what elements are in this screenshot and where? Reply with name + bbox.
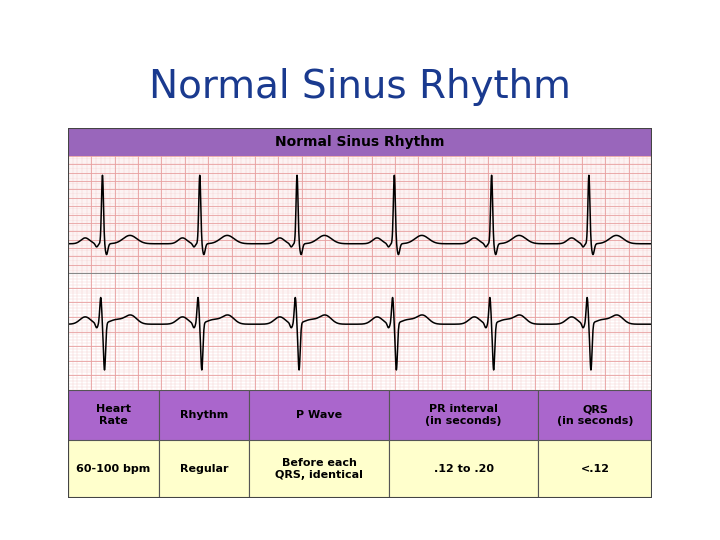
Text: PR interval
(in seconds): PR interval (in seconds)	[426, 404, 502, 426]
Text: Normal Sinus Rhythm: Normal Sinus Rhythm	[149, 68, 571, 106]
Text: P Wave: P Wave	[296, 410, 342, 420]
Text: Normal Sinus Rhythm: Normal Sinus Rhythm	[275, 135, 445, 149]
Text: Rhythm: Rhythm	[180, 410, 228, 420]
Bar	[249, 440, 390, 498]
Bar	[68, 390, 158, 440]
Text: 60-100 bpm: 60-100 bpm	[76, 464, 150, 474]
Bar	[538, 440, 652, 498]
Text: Regular: Regular	[179, 464, 228, 474]
Bar	[158, 390, 249, 440]
Bar	[390, 440, 538, 498]
Text: Heart
Rate: Heart Rate	[96, 404, 131, 426]
Text: Before each
QRS, identical: Before each QRS, identical	[275, 458, 363, 480]
Text: QRS
(in seconds): QRS (in seconds)	[557, 404, 634, 426]
Text: .12 to .20: .12 to .20	[433, 464, 494, 474]
Text: <.12: <.12	[580, 464, 610, 474]
Bar	[158, 440, 249, 498]
Bar	[390, 390, 538, 440]
Bar	[249, 390, 390, 440]
Bar	[68, 440, 158, 498]
Bar	[538, 390, 652, 440]
